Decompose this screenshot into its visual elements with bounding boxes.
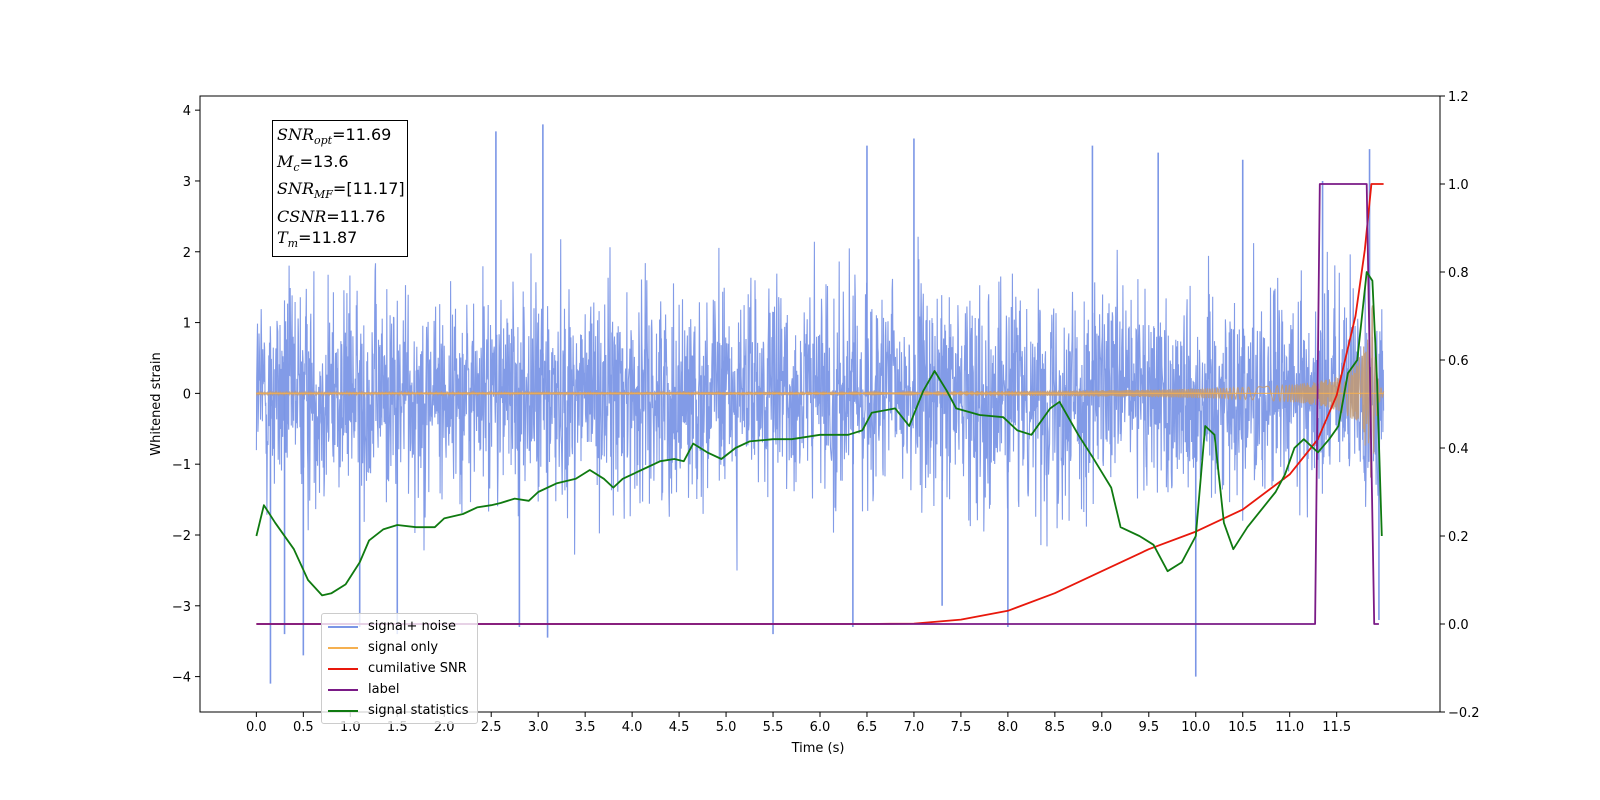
y-tick-label: −1 — [172, 458, 191, 473]
signal-noise-line — [255, 236, 1385, 571]
legend-swatch-signal — [328, 646, 358, 649]
y-tick-label: −4 — [172, 671, 191, 686]
y2-tick-label: 0.8 — [1448, 266, 1469, 281]
y-tick-label: 1 — [183, 317, 191, 332]
y2-tick-label: 0.0 — [1448, 618, 1469, 633]
y-axis-right: 1.2 1.0 0.8 0.6 0.4 0.2 0.0 −0.2 — [1440, 90, 1480, 721]
legend-label: label — [368, 682, 400, 697]
y-tick-label: 3 — [183, 175, 191, 190]
x-tick-label: 3.0 — [528, 720, 549, 735]
y-axis-left: 4 3 2 1 0 −1 −2 −3 −4 — [172, 104, 200, 686]
x-tick-label: 6.5 — [857, 720, 878, 735]
x-tick-label: 2.5 — [481, 720, 502, 735]
x-tick-label: 0.5 — [293, 720, 314, 735]
x-tick-label: 5.5 — [763, 720, 784, 735]
snr-mf-value: =[11.17] — [332, 179, 405, 199]
x-axis-label: Time (s) — [791, 741, 845, 756]
x-tick-label: 5.0 — [716, 720, 737, 735]
y-tick-label: 2 — [183, 246, 191, 261]
legend-item-stats: signal statistics — [328, 700, 471, 721]
tm-value: =11.87 — [298, 227, 358, 247]
snr-annotation-box: SNRopt=11.69 Mc=13.6 SNRMF=[11.17] CSNR=… — [272, 120, 408, 257]
x-tick-label: 6.0 — [810, 720, 831, 735]
csnr-value: =11.76 — [326, 206, 386, 226]
label-line — [256, 183, 1379, 625]
x-tick-label: 7.0 — [904, 720, 925, 735]
y-tick-label: 0 — [183, 387, 191, 402]
y-tick-label: 4 — [183, 104, 191, 119]
legend-item-label: label — [328, 679, 471, 700]
signal-statistics-line — [255, 271, 1383, 597]
snr-opt-value: =11.69 — [332, 125, 392, 144]
x-tick-label: 4.0 — [622, 720, 643, 735]
y2-tick-label: 0.6 — [1448, 354, 1469, 369]
right-axis-series — [255, 183, 1384, 625]
legend-swatch-noise — [328, 625, 358, 628]
x-tick-label: 8.0 — [998, 720, 1019, 735]
y2-tick-label: 1.0 — [1448, 178, 1469, 193]
signal-only-series — [255, 305, 1385, 478]
legend-label: signal only — [368, 640, 439, 655]
legend-swatch-label — [328, 688, 358, 691]
y-axis-label: Whitened strain — [149, 352, 164, 455]
snr-opt-line: SNRopt=11.69 — [277, 125, 392, 148]
legend-item-signal: signal only — [328, 637, 471, 658]
snr-mf-line: SNRMF=[11.17] — [277, 179, 405, 202]
x-tick-label: 3.5 — [575, 720, 596, 735]
x-tick-label: 10.5 — [1228, 720, 1257, 735]
legend-label: signal statistics — [368, 703, 469, 718]
y2-tick-label: −0.2 — [1448, 706, 1480, 721]
legend-label: signal+ noise — [368, 619, 457, 634]
y2-tick-label: 0.4 — [1448, 442, 1469, 457]
y-tick-label: −2 — [172, 529, 191, 544]
tm-line: Tm=11.87 — [277, 227, 358, 250]
legend: signal+ noise signal only cumilative SNR… — [321, 613, 478, 724]
legend-label: cumilative SNR — [368, 661, 467, 676]
y-tick-label: −3 — [172, 600, 191, 615]
x-tick-label: 8.5 — [1045, 720, 1066, 735]
legend-item-csnr: cumilative SNR — [328, 658, 471, 679]
csnr-line: CSNR=11.76 — [277, 206, 386, 226]
y2-tick-label: 1.2 — [1448, 90, 1469, 105]
signal-noise-series — [255, 124, 1385, 684]
x-tick-label: 9.0 — [1091, 720, 1112, 735]
y2-tick-label: 0.2 — [1448, 530, 1469, 545]
legend-item-noise: signal+ noise — [328, 616, 471, 637]
mc-value: =13.6 — [299, 152, 349, 172]
mc-line: Mc=13.6 — [277, 152, 349, 175]
x-tick-label: 11.5 — [1322, 720, 1351, 735]
x-tick-label: 11.0 — [1275, 720, 1304, 735]
x-tick-label: 10.0 — [1181, 720, 1210, 735]
x-tick-label: 4.5 — [669, 720, 690, 735]
x-tick-label: 7.5 — [951, 720, 972, 735]
legend-swatch-stats — [328, 709, 358, 712]
x-tick-label: 9.5 — [1138, 720, 1159, 735]
x-tick-label: 0.0 — [246, 720, 267, 735]
legend-swatch-csnr — [328, 667, 358, 670]
